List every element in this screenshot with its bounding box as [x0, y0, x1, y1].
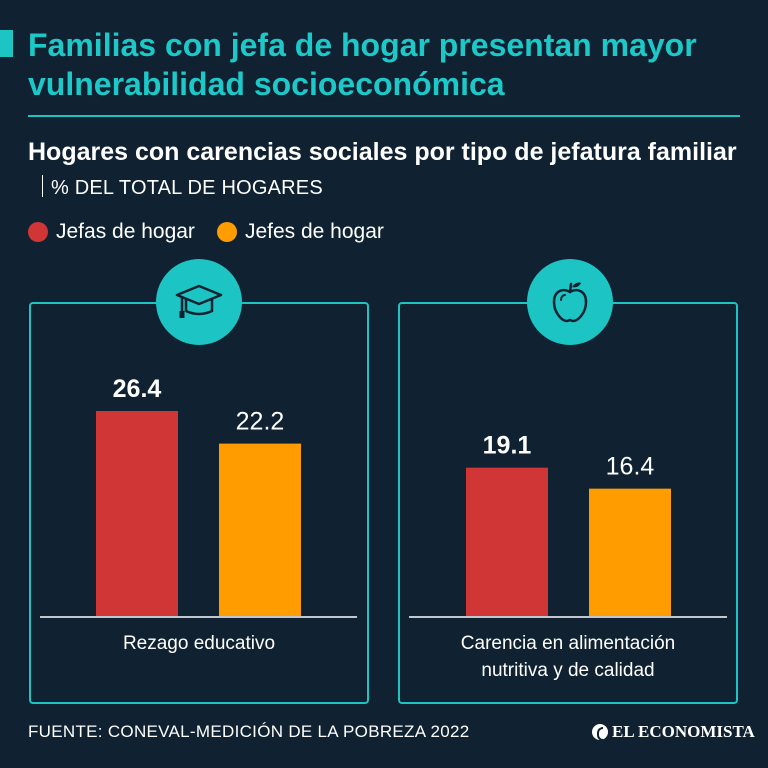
apple-icon	[552, 282, 588, 323]
graduation-cap-icon	[175, 284, 223, 318]
data-label-jefes-rezago-educativo: 22.2	[236, 408, 285, 436]
bar-jefas-rezago-educativo	[96, 411, 178, 616]
legend-swatch-jefes	[216, 222, 237, 242]
chart-subtitle: Hogares con carencias sociales por tipo …	[28, 135, 748, 205]
bar-jefes-rezago-educativo	[219, 443, 301, 616]
legend-item-jefas: Jefas de hogar	[28, 220, 195, 244]
legend-label-jefes: Jefes de hogar	[244, 220, 384, 243]
data-label-jefas-carencia-alimentacion: 19.1	[483, 432, 532, 460]
brand-mark-icon	[592, 724, 608, 741]
category-label-carencia-alimentacion: Carencia en alimentación nutritiva y de …	[460, 633, 676, 681]
page-title: Familias con jefa de hogar presentan may…	[28, 27, 697, 102]
brand-logo: EL ECONOMISTA	[592, 722, 755, 742]
source-note: FUENTE: CONEVAL-MEDICIÓN DE LA POBREZA 2…	[28, 722, 470, 741]
apple-icon-badge	[527, 259, 613, 345]
category-label-rezago-educativo: Rezago educativo	[122, 633, 276, 654]
brand-name: EL ECONOMISTA	[612, 722, 755, 741]
unit-separator	[42, 175, 43, 197]
data-label-jefes-carencia-alimentacion: 16.4	[606, 453, 655, 481]
title-divider	[28, 115, 740, 117]
data-label-jefas-rezago-educativo: 26.4	[113, 375, 162, 403]
graduation-cap-icon-badge	[156, 259, 242, 345]
unit-label: % DEL TOTAL DE HOGARES	[51, 177, 323, 199]
subtitle-text: Hogares con carencias sociales por tipo …	[28, 138, 737, 166]
legend-item-jefes: Jefes de hogar	[216, 220, 384, 244]
bar-jefas-carencia-alimentacion	[466, 467, 548, 616]
legend-swatch-jefas	[28, 222, 48, 242]
bar-jefes-carencia-alimentacion	[589, 488, 671, 616]
legend-label-jefas: Jefas de hogar	[56, 220, 195, 243]
legend: Jefas de hogar Jefes de hogar	[28, 218, 406, 246]
title-accent-bar	[0, 30, 13, 57]
